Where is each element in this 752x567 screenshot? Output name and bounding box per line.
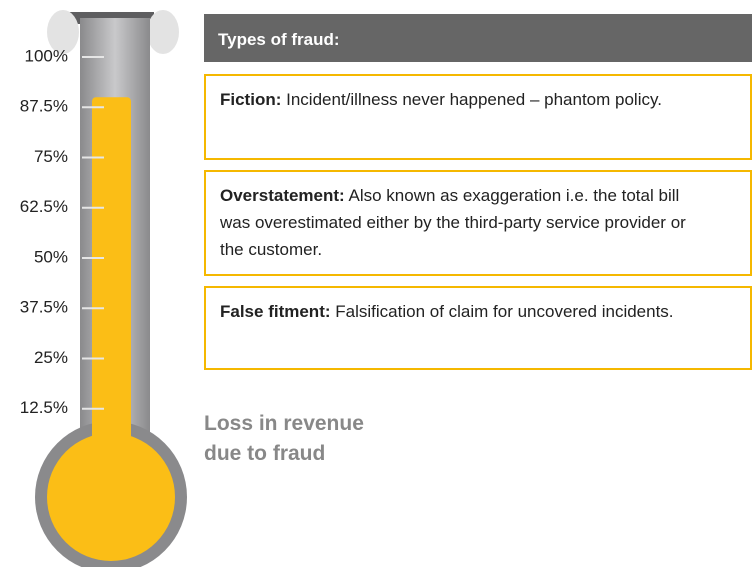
y-tick-label: 87.5%	[20, 97, 68, 116]
term: Overstatement:	[220, 186, 345, 205]
level-fill	[92, 97, 131, 470]
fraud-type: Fiction: Incident/illness never happened…	[204, 74, 752, 160]
description: Incident/illness never happened – phanto…	[286, 90, 662, 109]
description: Falsification of claim for uncovered inc…	[335, 302, 673, 321]
y-tick-label: 100%	[25, 46, 68, 65]
y-tick-label: 12.5%	[20, 398, 68, 417]
y-tick-label: 50%	[34, 247, 68, 266]
y-tick-label: 25%	[34, 348, 68, 367]
term: False fitment:	[220, 302, 331, 321]
fraud-type: Overstatement: Also known as exaggeratio…	[204, 170, 752, 276]
thermometer: 12.5% 25% 37.5% 50% 62.5% 75% 87.5% 100%	[0, 0, 200, 567]
caption: Loss in revenue due to fraud	[204, 409, 379, 469]
y-tick-label: 62.5%	[20, 197, 68, 216]
term: Fiction:	[220, 90, 281, 109]
fraud-type: False fitment: Falsification of claim fo…	[204, 286, 752, 370]
page: 12.5% 25% 37.5% 50% 62.5% 75% 87.5% 100% Types …	[0, 0, 752, 567]
y-tick-label: 75%	[34, 147, 68, 166]
cap-right	[147, 10, 179, 54]
y-tick-label: 37.5%	[20, 298, 68, 317]
panel-title: Types of fraud:	[204, 14, 752, 62]
